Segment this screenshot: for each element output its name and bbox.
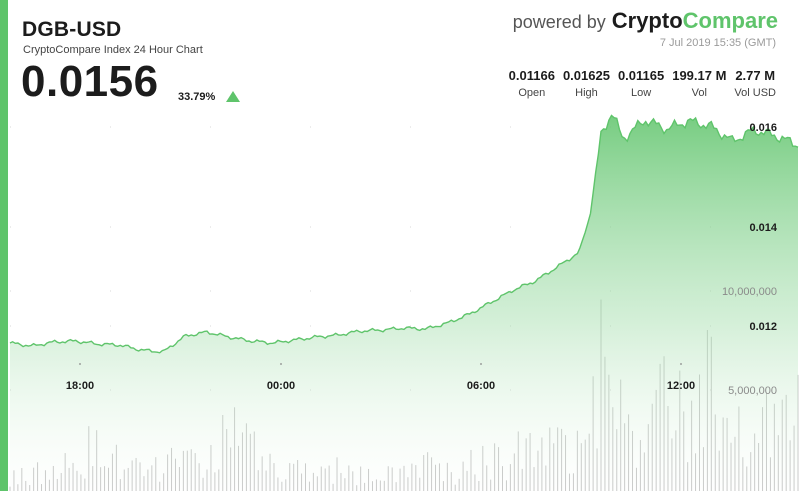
brand-name-part1: Crypto [611, 8, 683, 33]
change-percent: 33.79% [178, 91, 216, 103]
x-tick-mark [280, 363, 282, 365]
pair-title: DGB-USD [22, 18, 122, 41]
stat-high: 0.01625 High [559, 68, 614, 99]
brand-name-part2: Compare [682, 8, 778, 33]
x-tick-label: 18:00 [66, 380, 94, 392]
price-tick-label: 0.012 [749, 321, 777, 333]
volume-tick-label: 5,000,000 [728, 385, 777, 397]
x-tick-mark [480, 363, 482, 365]
price-tick-label: 0.014 [749, 222, 777, 234]
x-tick-mark [79, 363, 81, 365]
stat-value: 0.01165 [617, 68, 665, 83]
up-arrow-icon [226, 91, 240, 102]
volume-tick-label: 10,000,000 [722, 286, 777, 298]
x-tick-label: 00:00 [267, 380, 295, 392]
powered-by-text: powered by [512, 12, 606, 32]
stat-open: 0.01166 Open [505, 68, 559, 99]
chart-subtitle: CryptoCompare Index 24 Hour Chart [23, 44, 203, 56]
stat-vol: 199.17 M Vol [668, 68, 730, 99]
stat-label: High [575, 87, 598, 99]
stat-value: 2.77 M [735, 68, 776, 83]
price-area [10, 115, 798, 491]
stat-vol-usd: 2.77 M Vol USD [730, 68, 780, 99]
stat-value: 0.01166 [508, 68, 555, 83]
stat-label: Vol [691, 87, 707, 99]
stat-label: Low [630, 87, 652, 99]
timestamp: 7 Jul 2019 15:35 (GMT) [659, 37, 776, 49]
x-tick-label: 12:00 [667, 380, 695, 392]
price-tick-label: 0.016 [749, 122, 777, 134]
accent-bar [0, 0, 8, 491]
stat-label: Vol USD [734, 87, 776, 99]
x-tick-mark [680, 363, 682, 365]
price-line [9, 114, 799, 354]
powered-by-logo[interactable]: powered by CryptoCompare [513, 8, 778, 34]
stat-label: Open [518, 87, 546, 99]
stats-panel: 0.01166 Open 0.01625 High 0.01165 Low 19… [505, 68, 780, 99]
stat-value: 0.01625 [562, 68, 610, 83]
stat-low: 0.01165 Low [614, 68, 668, 99]
x-tick-label: 06:00 [467, 380, 495, 392]
stat-value: 199.17 M [672, 68, 727, 83]
current-price: 0.0156 [21, 57, 159, 106]
